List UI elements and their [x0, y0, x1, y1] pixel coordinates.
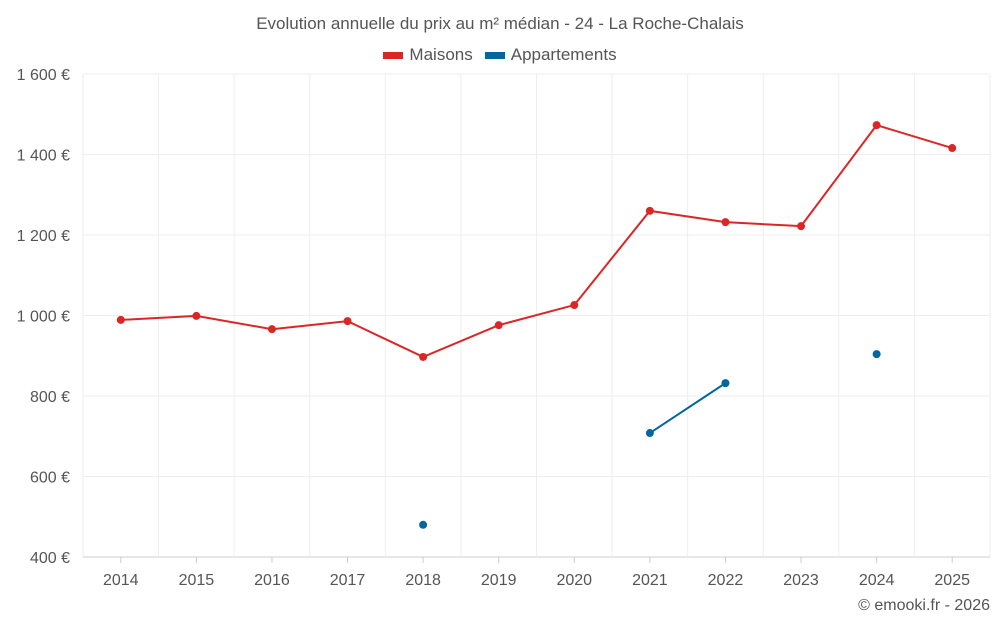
x-tick-label: 2016: [254, 572, 290, 589]
legend-swatch-maisons: [383, 51, 404, 59]
data-point-maisons: [721, 218, 730, 227]
y-tick-label: 1 200 €: [17, 228, 70, 245]
y-tick-label: 600 €: [30, 470, 70, 487]
x-tick-label: 2017: [330, 572, 366, 589]
data-point-maisons: [419, 352, 428, 361]
x-tick-label: 2018: [405, 572, 441, 589]
data-point-maisons: [872, 121, 881, 130]
x-tick-label: 2021: [632, 572, 668, 589]
x-tick-label: 2019: [481, 572, 517, 589]
credit-text: © emooki.fr - 2026: [858, 597, 990, 614]
legend-label-maisons: Maisons: [409, 45, 473, 64]
data-point-appartements: [645, 429, 654, 438]
x-tick-label: 2025: [934, 572, 970, 589]
legend-item-appartements[interactable]: Appartements: [484, 45, 617, 65]
legend: Maisons Appartements: [0, 45, 1000, 65]
x-tick-label: 2014: [103, 572, 139, 589]
series-line-maisons: [120, 123, 953, 359]
data-point-appartements: [721, 379, 730, 388]
data-point-appartements: [419, 520, 428, 529]
legend-label-appartements: Appartements: [510, 45, 617, 64]
x-tick-label: 2024: [859, 572, 895, 589]
series-line-appartements: [649, 382, 727, 434]
data-point-maisons: [645, 206, 654, 215]
legend-swatch-appartements: [484, 51, 505, 59]
data-point-maisons: [494, 321, 503, 330]
y-tick-label: 1 400 €: [17, 148, 70, 165]
chart-title: Evolution annuelle du prix au m² médian …: [256, 14, 744, 33]
y-tick-label: 1 600 €: [17, 67, 70, 84]
y-tick-label: 800 €: [30, 389, 70, 406]
data-point-maisons: [797, 222, 806, 231]
data-point-maisons: [570, 301, 579, 310]
data-point-maisons: [116, 315, 125, 324]
x-tick-label: 2022: [708, 572, 744, 589]
legend-item-maisons[interactable]: Maisons: [383, 45, 473, 65]
y-tick-label: 1 000 €: [17, 309, 70, 326]
data-point-maisons: [948, 144, 957, 153]
data-point-appartements: [872, 350, 881, 359]
data-point-maisons: [343, 317, 352, 326]
x-tick-label: 2020: [556, 572, 592, 589]
x-tick-label: 2023: [783, 572, 819, 589]
y-tick-label: 400 €: [30, 550, 70, 567]
data-point-maisons: [192, 311, 201, 320]
data-point-maisons: [267, 325, 276, 334]
x-tick-label: 2015: [179, 572, 215, 589]
